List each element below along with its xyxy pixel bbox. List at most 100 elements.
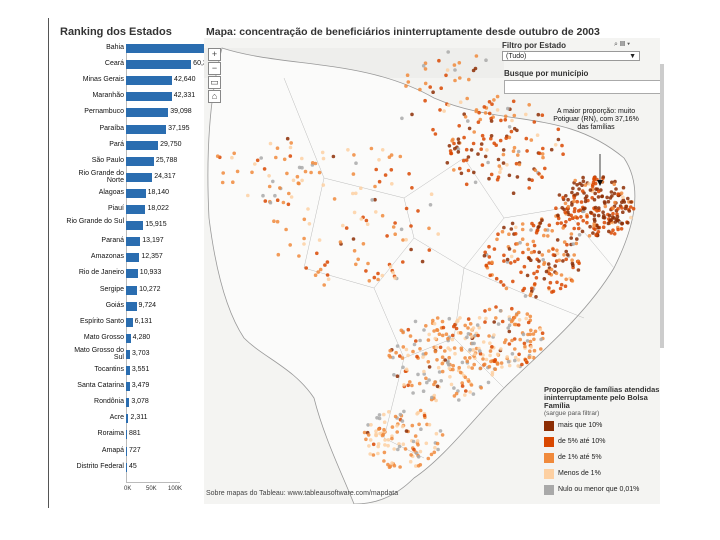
municipality-dot[interactable] xyxy=(564,277,568,282)
municipality-dot[interactable] xyxy=(410,186,414,190)
municipality-dot[interactable] xyxy=(563,210,567,214)
municipality-dot[interactable] xyxy=(289,195,294,199)
municipality-dot[interactable] xyxy=(273,193,277,198)
municipality-dot[interactable] xyxy=(619,227,624,231)
municipality-dot[interactable] xyxy=(616,207,620,211)
municipality-dot[interactable] xyxy=(577,187,581,191)
municipality-dot[interactable] xyxy=(440,333,445,338)
municipality-dot[interactable] xyxy=(411,349,415,354)
municipality-dot[interactable] xyxy=(498,170,502,174)
municipality-dot[interactable] xyxy=(374,433,379,438)
municipality-dot[interactable] xyxy=(606,199,611,204)
municipality-dot[interactable] xyxy=(509,227,514,231)
municipality-dot[interactable] xyxy=(584,194,589,198)
municipality-dot[interactable] xyxy=(509,254,514,259)
municipality-dot[interactable] xyxy=(401,442,406,447)
municipality-dot[interactable] xyxy=(531,332,536,336)
municipality-dot[interactable] xyxy=(426,360,431,364)
ranking-bar[interactable] xyxy=(126,446,127,456)
municipality-dot[interactable] xyxy=(284,227,288,232)
municipality-dot[interactable] xyxy=(404,367,409,372)
municipality-dot[interactable] xyxy=(432,450,437,455)
municipality-dot[interactable] xyxy=(471,141,476,146)
municipality-dot[interactable] xyxy=(456,150,461,154)
municipality-dot[interactable] xyxy=(432,321,437,326)
municipality-dot[interactable] xyxy=(511,279,515,284)
municipality-dot[interactable] xyxy=(221,171,225,175)
municipality-dot[interactable] xyxy=(429,192,434,196)
municipality-dot[interactable] xyxy=(470,341,475,346)
municipality-dot[interactable] xyxy=(274,155,278,160)
municipality-dot[interactable] xyxy=(250,170,254,175)
municipality-dot[interactable] xyxy=(480,163,485,167)
municipality-dot[interactable] xyxy=(507,342,512,346)
municipality-dot[interactable] xyxy=(580,183,584,187)
municipality-dot[interactable] xyxy=(542,277,547,281)
municipality-dot[interactable] xyxy=(542,233,546,238)
municipality-dot[interactable] xyxy=(354,262,358,267)
municipality-dot[interactable] xyxy=(525,360,529,365)
municipality-dot[interactable] xyxy=(602,213,606,218)
municipality-dot[interactable] xyxy=(429,452,434,457)
municipality-dot[interactable] xyxy=(377,179,382,184)
municipality-dot[interactable] xyxy=(555,280,559,285)
municipality-dot[interactable] xyxy=(540,113,545,117)
brazil-map[interactable] xyxy=(204,38,660,505)
municipality-dot[interactable] xyxy=(419,427,423,432)
municipality-dot[interactable] xyxy=(401,365,405,370)
municipality-dot[interactable] xyxy=(371,442,376,447)
municipality-dot[interactable] xyxy=(471,392,476,396)
municipality-dot[interactable] xyxy=(487,261,492,265)
municipality-dot[interactable] xyxy=(454,391,459,396)
municipality-dot[interactable] xyxy=(460,360,465,365)
municipality-dot[interactable] xyxy=(300,178,304,183)
municipality-dot[interactable] xyxy=(532,337,536,342)
municipality-dot[interactable] xyxy=(373,197,377,202)
municipality-dot[interactable] xyxy=(374,210,378,214)
scrollbar[interactable] xyxy=(660,64,664,348)
municipality-dot[interactable] xyxy=(530,178,534,182)
municipality-dot[interactable] xyxy=(464,158,469,162)
municipality-dot[interactable] xyxy=(421,64,426,68)
municipality-dot[interactable] xyxy=(417,381,422,386)
municipality-dot[interactable] xyxy=(513,347,517,351)
ranking-bar[interactable] xyxy=(126,76,173,86)
ranking-row[interactable]: Roraima 881 xyxy=(56,428,192,440)
municipality-dot[interactable] xyxy=(554,206,558,210)
municipality-dot[interactable] xyxy=(469,335,474,339)
municipality-dot[interactable] xyxy=(440,319,445,324)
municipality-dot[interactable] xyxy=(464,147,469,152)
municipality-dot[interactable] xyxy=(391,270,395,275)
municipality-dot[interactable] xyxy=(466,332,471,336)
municipality-dot[interactable] xyxy=(490,373,495,377)
municipality-dot[interactable] xyxy=(528,349,532,354)
municipality-dot[interactable] xyxy=(354,161,358,165)
municipality-dot[interactable] xyxy=(579,200,584,204)
municipality-dot[interactable] xyxy=(596,230,601,234)
municipality-dot[interactable] xyxy=(457,365,461,370)
municipality-dot[interactable] xyxy=(446,336,450,341)
municipality-dot[interactable] xyxy=(629,215,633,220)
municipality-dot[interactable] xyxy=(516,149,521,154)
municipality-dot[interactable] xyxy=(374,167,378,172)
municipality-dot[interactable] xyxy=(262,167,267,171)
municipality-dot[interactable] xyxy=(562,253,566,257)
municipality-dot[interactable] xyxy=(397,444,402,449)
municipality-dot[interactable] xyxy=(382,459,386,463)
municipality-dot[interactable] xyxy=(510,338,514,343)
municipality-dot[interactable] xyxy=(553,143,558,147)
municipality-dot[interactable] xyxy=(433,445,437,450)
municipality-dot[interactable] xyxy=(472,362,477,367)
municipality-dot[interactable] xyxy=(531,223,536,228)
municipality-dot[interactable] xyxy=(550,290,554,294)
ranking-bar[interactable] xyxy=(126,44,219,53)
municipality-dot[interactable] xyxy=(575,199,579,204)
municipality-dot[interactable] xyxy=(422,328,426,332)
municipality-dot[interactable] xyxy=(453,322,457,327)
municipality-dot[interactable] xyxy=(571,242,575,246)
municipality-dot[interactable] xyxy=(507,329,512,334)
municipality-dot[interactable] xyxy=(597,206,601,210)
municipality-dot[interactable] xyxy=(458,370,463,375)
municipality-dot[interactable] xyxy=(616,192,620,196)
municipality-dot[interactable] xyxy=(566,197,570,202)
